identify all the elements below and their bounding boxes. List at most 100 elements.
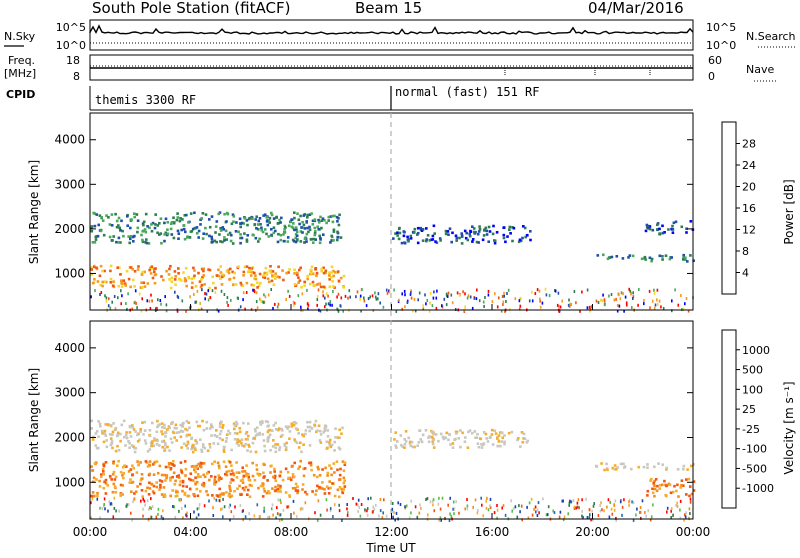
- velocity-cell: [275, 516, 277, 520]
- power-cell: [462, 290, 464, 294]
- velocity-cell: [271, 487, 274, 490]
- power-cell: [121, 294, 123, 298]
- velocity-cell: [449, 512, 451, 516]
- velocity-cell: [326, 474, 329, 477]
- velocity-cell: [115, 509, 117, 513]
- power-cell: [567, 303, 570, 307]
- power-cell: [110, 224, 114, 227]
- velocity-cell: [232, 473, 236, 477]
- velocity-cell: [161, 440, 164, 443]
- power-cell: [108, 235, 112, 239]
- velocity-cell: [248, 483, 252, 487]
- velocity-cell: [174, 479, 177, 483]
- power-cell: [243, 232, 246, 235]
- power-cell: [126, 224, 129, 227]
- velocity-cell: [273, 476, 277, 480]
- power-cell: [264, 266, 268, 270]
- power-cell: [182, 224, 186, 227]
- power-cell: [332, 285, 335, 288]
- velocity-cell: [225, 473, 229, 477]
- velocity-cell: [336, 468, 339, 472]
- power-cell: [329, 241, 332, 244]
- power-cell: [174, 283, 177, 286]
- velocity-cell: [689, 500, 692, 504]
- power-cell: [438, 237, 442, 240]
- velocity-cell: [97, 435, 100, 438]
- power-cell: [502, 303, 504, 306]
- velocity-cell: [684, 513, 686, 517]
- power-cell: [531, 290, 533, 294]
- velocity-cell: [223, 446, 226, 449]
- velocity-cell: [232, 515, 235, 518]
- velocity-cell: [165, 476, 168, 480]
- velocity-cell: [280, 427, 283, 431]
- velocity-cell: [675, 489, 678, 493]
- velocity-cell: [640, 510, 642, 514]
- velocity-cell: [96, 497, 99, 501]
- velocity-cell: [248, 495, 252, 498]
- velocity-cell: [519, 510, 521, 514]
- velocity-cell: [434, 433, 438, 436]
- velocity-cell: [230, 494, 234, 498]
- velocity-cell: [100, 473, 103, 476]
- velocity-cell: [262, 471, 265, 475]
- power-cell: [205, 232, 208, 236]
- power-cell: [208, 234, 211, 238]
- power-cell: [303, 237, 307, 241]
- velocity-cell: [208, 427, 212, 430]
- velocity-cell: [372, 505, 374, 509]
- velocity-cell: [308, 425, 312, 429]
- velocity-cell: [103, 480, 106, 484]
- velocity-cell: [152, 484, 156, 488]
- velocity-cell: [246, 438, 249, 441]
- power-cell: [184, 266, 188, 270]
- velocity-cell: [218, 495, 222, 499]
- velocity-cell: [448, 519, 451, 522]
- power-cell: [313, 232, 317, 235]
- power-cell: [237, 230, 240, 234]
- power-cell: [140, 233, 143, 237]
- velocity-cell: [100, 429, 104, 433]
- velocity-cell: [163, 493, 167, 496]
- power-cell: [317, 288, 320, 292]
- velocity-cell: [546, 513, 549, 517]
- power-cell: [118, 226, 121, 230]
- power-cell: [107, 216, 110, 219]
- velocity-cell: [186, 512, 188, 516]
- velocity-cell: [439, 507, 442, 511]
- velocity-cell: [576, 501, 579, 505]
- velocity-cell: [296, 428, 299, 431]
- power-cell: [245, 265, 249, 268]
- power-cell: [314, 230, 317, 233]
- velocity-cell: [158, 423, 161, 426]
- velocity-cell: [194, 439, 197, 442]
- velocity-cell: [132, 467, 135, 470]
- velocity-cell: [196, 507, 199, 511]
- velocity-colorbar-frame: [721, 329, 737, 509]
- velocity-cell: [158, 464, 162, 468]
- power-cell: [447, 291, 450, 295]
- power-cell: [204, 292, 206, 295]
- velocity-cell: [403, 438, 406, 441]
- velocity-cell: [323, 488, 326, 491]
- velocity-cell: [325, 485, 329, 488]
- power-cell: [263, 213, 267, 216]
- power-cell: [644, 229, 648, 233]
- velocity-cell: [670, 516, 672, 519]
- power-cell: [223, 212, 226, 216]
- power-cell: [315, 271, 319, 275]
- power-cell: [127, 292, 129, 296]
- power-cell: [142, 223, 145, 227]
- velocity-cell: [104, 423, 108, 426]
- velocity-cell: [610, 507, 613, 511]
- velocity-cell: [577, 498, 580, 502]
- power-cell: [656, 298, 658, 302]
- power-cell: [469, 295, 472, 299]
- power-cell: [90, 229, 94, 233]
- power-cell: [246, 223, 249, 227]
- power-cell: [545, 293, 548, 297]
- velocity-cell: [297, 467, 300, 471]
- velocity-cell: [220, 492, 224, 495]
